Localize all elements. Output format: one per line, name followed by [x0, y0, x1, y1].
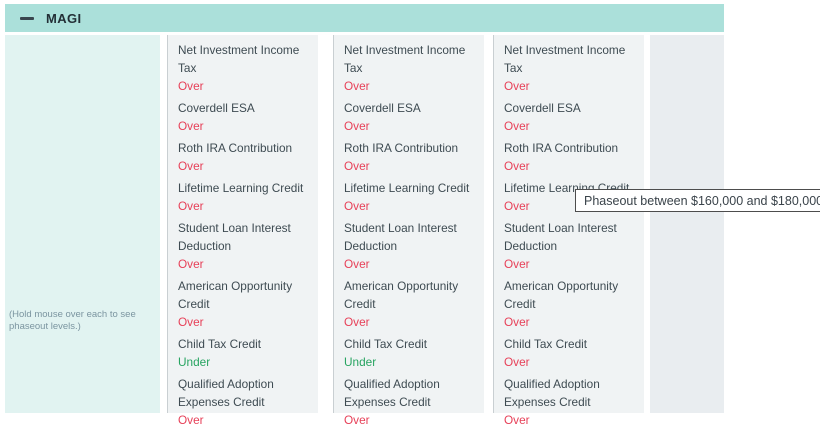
phaseout-item[interactable]: Child Tax Credit Under [178, 335, 318, 371]
phaseout-status: Over [504, 355, 530, 369]
phaseout-item[interactable]: Coverdell ESA Over [504, 99, 644, 135]
phaseout-item-label: Child Tax Credit [178, 337, 262, 351]
phaseout-item-label: Child Tax Credit [344, 337, 428, 351]
phaseout-item[interactable]: Student Loan Interest Deduction Over [504, 219, 644, 273]
phaseout-item-label: American Opportunity Credit [178, 279, 293, 311]
tooltip-text: Phaseout between $160,000 and $180,000 [584, 193, 820, 208]
section-title: MAGI [46, 10, 82, 26]
phaseout-status: Over [178, 159, 204, 173]
phaseout-status: Over [344, 199, 370, 213]
phaseout-status: Over [178, 79, 204, 93]
phaseout-item-label: Qualified Adoption Expenses Credit [344, 377, 440, 409]
phaseout-status: Over [504, 315, 530, 329]
phaseout-status: Over [504, 79, 530, 93]
phaseout-item-label: Roth IRA Contribution [178, 141, 293, 155]
phaseout-item-label: Roth IRA Contribution [344, 141, 459, 155]
phaseout-status: Over [344, 257, 370, 271]
phaseout-status: Over [344, 79, 370, 93]
phaseout-status: Over [344, 413, 370, 427]
phaseout-status: Over [344, 119, 370, 133]
phaseout-item[interactable]: American Opportunity Credit Over [178, 277, 318, 331]
phaseout-status: Over [504, 159, 530, 173]
empty-column [650, 35, 724, 413]
phaseout-item-label: Lifetime Learning Credit [178, 181, 304, 195]
phaseout-item-label: Student Loan Interest Deduction [178, 221, 291, 253]
phaseout-item-label: Qualified Adoption Expenses Credit [504, 377, 600, 409]
phaseout-item[interactable]: Child Tax Credit Under [344, 335, 484, 371]
phaseout-item[interactable]: Net Investment Income Tax Over [178, 41, 318, 95]
phaseout-status: Over [178, 119, 204, 133]
phaseout-item[interactable]: Qualified Adoption Expenses Credit Over [178, 375, 318, 429]
minus-icon [20, 16, 34, 20]
phaseout-item[interactable]: American Opportunity Credit Over [504, 277, 644, 331]
phaseout-item-label: Coverdell ESA [344, 101, 421, 115]
phaseout-status: Under [178, 355, 211, 369]
magi-column-3: Net Investment Income Tax Over Coverdell E… [493, 35, 644, 427]
phaseout-item-label: American Opportunity Credit [504, 279, 619, 311]
phaseout-status: Over [504, 257, 530, 271]
phaseout-item[interactable]: Lifetime Learning Credit Over [344, 179, 484, 215]
phaseout-item[interactable]: Qualified Adoption Expenses Credit Over [344, 375, 484, 429]
phaseout-status: Over [178, 257, 204, 271]
phaseout-hint-sidebar: (Hold mouse over each to see phaseout le… [5, 35, 160, 413]
phaseout-status: Under [344, 355, 377, 369]
phaseout-status: Over [344, 159, 370, 173]
phaseout-status: Over [178, 199, 204, 213]
phaseout-item-label: Lifetime Learning Credit [344, 181, 470, 195]
phaseout-status: Over [178, 413, 204, 427]
phaseout-item-label: Net Investment Income Tax [344, 43, 466, 75]
magi-section-header: MAGI [5, 4, 724, 32]
phaseout-item-label: Roth IRA Contribution [504, 141, 619, 155]
phaseout-item[interactable]: Coverdell ESA Over [344, 99, 484, 135]
phaseout-item-label: Qualified Adoption Expenses Credit [178, 377, 274, 409]
phaseout-item-label: Coverdell ESA [178, 101, 255, 115]
phaseout-item[interactable]: Student Loan Interest Deduction Over [178, 219, 318, 273]
phaseout-item-label: Child Tax Credit [504, 337, 588, 351]
sidebar-note: (Hold mouse over each to see phaseout le… [9, 309, 136, 332]
collapse-toggle-button[interactable] [20, 11, 35, 26]
phaseout-item[interactable]: Student Loan Interest Deduction Over [344, 219, 484, 273]
phaseout-item-label: Student Loan Interest Deduction [504, 221, 617, 253]
phaseout-status: Over [504, 413, 530, 427]
magi-column-1: Net Investment Income Tax Over Coverdell E… [167, 35, 318, 427]
phaseout-item[interactable]: Lifetime Learning Credit Over [178, 179, 318, 215]
phaseout-item[interactable]: Coverdell ESA Over [178, 99, 318, 135]
phaseout-item-label: American Opportunity Credit [344, 279, 459, 311]
phaseout-item-label: Net Investment Income Tax [504, 43, 626, 75]
phaseout-item-label: Net Investment Income Tax [178, 43, 300, 75]
phaseout-status: Over [504, 199, 530, 213]
phaseout-item-label: Student Loan Interest Deduction [344, 221, 457, 253]
phaseout-status: Over [178, 315, 204, 329]
phaseout-item-label: Coverdell ESA [504, 101, 581, 115]
phaseout-item[interactable]: Net Investment Income Tax Over [344, 41, 484, 95]
phaseout-item[interactable]: American Opportunity Credit Over [344, 277, 484, 331]
phaseout-item[interactable]: Roth IRA Contribution Over [504, 139, 644, 175]
phaseout-tooltip: Phaseout between $160,000 and $180,000 [575, 189, 820, 212]
phaseout-item[interactable]: Roth IRA Contribution Over [178, 139, 318, 175]
phaseout-item[interactable]: Net Investment Income Tax Over [504, 41, 644, 95]
phaseout-item[interactable]: Qualified Adoption Expenses Credit Over [504, 375, 644, 429]
magi-column-2: Net Investment Income Tax Over Coverdell E… [333, 35, 484, 427]
phaseout-status: Over [504, 119, 530, 133]
phaseout-item[interactable]: Roth IRA Contribution Over [344, 139, 484, 175]
phaseout-item[interactable]: Child Tax Credit Over [504, 335, 644, 371]
phaseout-status: Over [344, 315, 370, 329]
